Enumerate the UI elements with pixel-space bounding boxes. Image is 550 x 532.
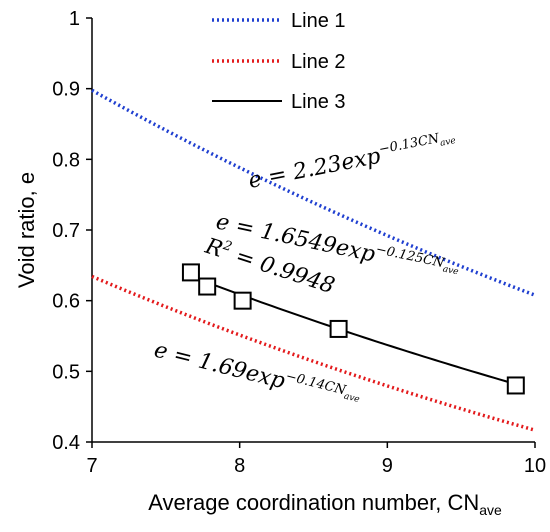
y-tick-label: 0.6 [52,291,80,313]
x-axis-title-sub: ave [479,502,502,518]
y-tick-label: 0.7 [52,220,80,242]
x-tick-label: 8 [234,455,245,477]
equation-line-1-exp: −0.13CN [378,131,442,158]
y-axis-title: Void ratio, e [14,172,39,288]
equation-line-3-sub: ave [442,264,460,277]
y-tick-label: 0.8 [52,149,80,171]
y-tick-label: 1 [69,8,80,30]
x-tick-label: 10 [524,455,546,477]
legend-label-line-2: Line 2 [291,51,346,73]
x-ticks: 7 8 9 10 [86,442,546,477]
equation-line-3-exp: −0.125CN [374,242,446,271]
equation-line-2-sub: ave [343,392,361,406]
equation-line-1-sub: ave [439,136,456,149]
data-point [329,319,348,338]
legend: Line 1 Line 2 Line 3 [212,10,346,113]
data-point [506,376,525,395]
data-point [181,263,200,282]
r-squared-sup: 2 [220,238,233,255]
x-tick-label: 7 [86,455,97,477]
legend-label-line-1: Line 1 [291,10,346,32]
data-point [198,277,217,296]
y-tick-label: 0.4 [52,432,80,454]
series-line-1 [91,88,536,297]
equation-line-1-lhs: e = 2.23exp [246,144,382,194]
equation-line-2-lhs: e = 1.69exp [152,338,288,395]
data-point [233,291,252,310]
x-axis-title: Average coordination number, CNave [148,490,502,518]
y-tick-label: 0.5 [52,361,80,383]
equation-line-2-exp: −0.14CN [284,369,348,399]
x-axis-title-main: Average coordination number, CN [148,490,479,515]
equation-line-2: e = 1.69exp−0.14CNave [152,337,363,413]
x-tick-label: 9 [382,455,393,477]
equation-line-1: e = 2.23exp−0.13CNave [246,128,458,194]
y-tick-label: 0.9 [52,79,80,101]
legend-label-line-3: Line 3 [291,91,346,113]
markers [181,263,525,395]
y-ticks: 0.4 0.5 0.6 0.7 0.8 0.9 1 [52,8,92,454]
